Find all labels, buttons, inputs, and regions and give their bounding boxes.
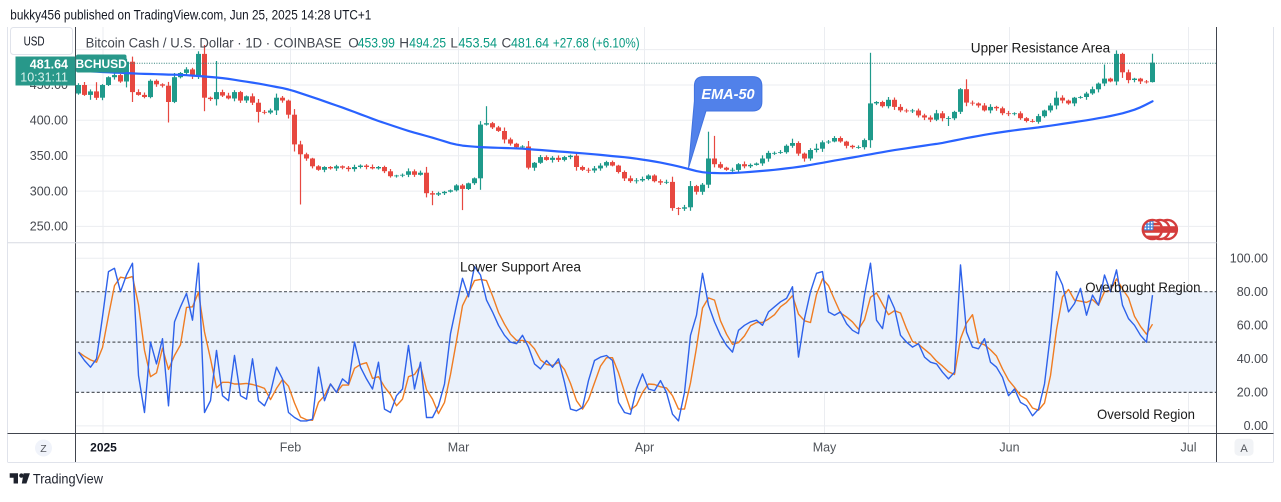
svg-text:60.00: 60.00	[1237, 318, 1268, 332]
svg-text:H: H	[399, 36, 409, 51]
svg-text:40.00: 40.00	[1237, 352, 1268, 366]
svg-text:bukky456 published on TradingV: bukky456 published on TradingView.com, J…	[10, 8, 371, 23]
svg-text:EMA-50: EMA-50	[701, 87, 754, 103]
svg-text:Apr: Apr	[635, 441, 654, 455]
svg-text:453.54: 453.54	[458, 36, 497, 51]
svg-text:Z: Z	[40, 443, 47, 455]
svg-text:481.64: 481.64	[511, 36, 550, 51]
svg-text:2025: 2025	[90, 441, 117, 455]
svg-text:Mar: Mar	[448, 441, 470, 455]
svg-text:TradingView: TradingView	[33, 470, 104, 486]
svg-text:10:31:11: 10:31:11	[20, 71, 68, 85]
svg-text:300.00: 300.00	[30, 184, 68, 198]
svg-text:Bitcoin Cash / U.S. Dollar · 1: Bitcoin Cash / U.S. Dollar · 1D · COINBA…	[86, 36, 342, 51]
svg-text:Jun: Jun	[999, 441, 1019, 455]
svg-text:453.99: 453.99	[358, 36, 395, 51]
svg-text:80.00: 80.00	[1237, 285, 1268, 299]
svg-text:0.00: 0.00	[1244, 419, 1268, 433]
svg-text:350.00: 350.00	[30, 149, 68, 163]
svg-text:BCHUSD: BCHUSD	[76, 57, 128, 71]
svg-text:C: C	[502, 36, 512, 51]
svg-text:Lower Support Area: Lower Support Area	[460, 259, 581, 275]
svg-text:L: L	[450, 36, 458, 51]
svg-text:Feb: Feb	[280, 441, 302, 455]
svg-text:Oversold Region: Oversold Region	[1097, 406, 1195, 422]
svg-text:494.25: 494.25	[409, 36, 446, 51]
svg-text:400.00: 400.00	[30, 114, 68, 128]
svg-text:Jul: Jul	[1181, 441, 1197, 455]
svg-text:+27.68 (+6.10%): +27.68 (+6.10%)	[553, 36, 640, 51]
svg-text:481.64: 481.64	[30, 58, 68, 72]
svg-text:May: May	[813, 441, 837, 455]
svg-text:20.00: 20.00	[1237, 386, 1268, 400]
svg-text:100.00: 100.00	[1230, 251, 1268, 265]
svg-text:250.00: 250.00	[30, 220, 68, 234]
svg-text:A: A	[1240, 443, 1248, 455]
svg-text:O: O	[348, 36, 359, 51]
svg-text:Overbought Region: Overbought Region	[1085, 279, 1200, 295]
svg-text:Upper Resistance Area: Upper Resistance Area	[971, 40, 1111, 56]
svg-text:USD: USD	[24, 34, 45, 49]
